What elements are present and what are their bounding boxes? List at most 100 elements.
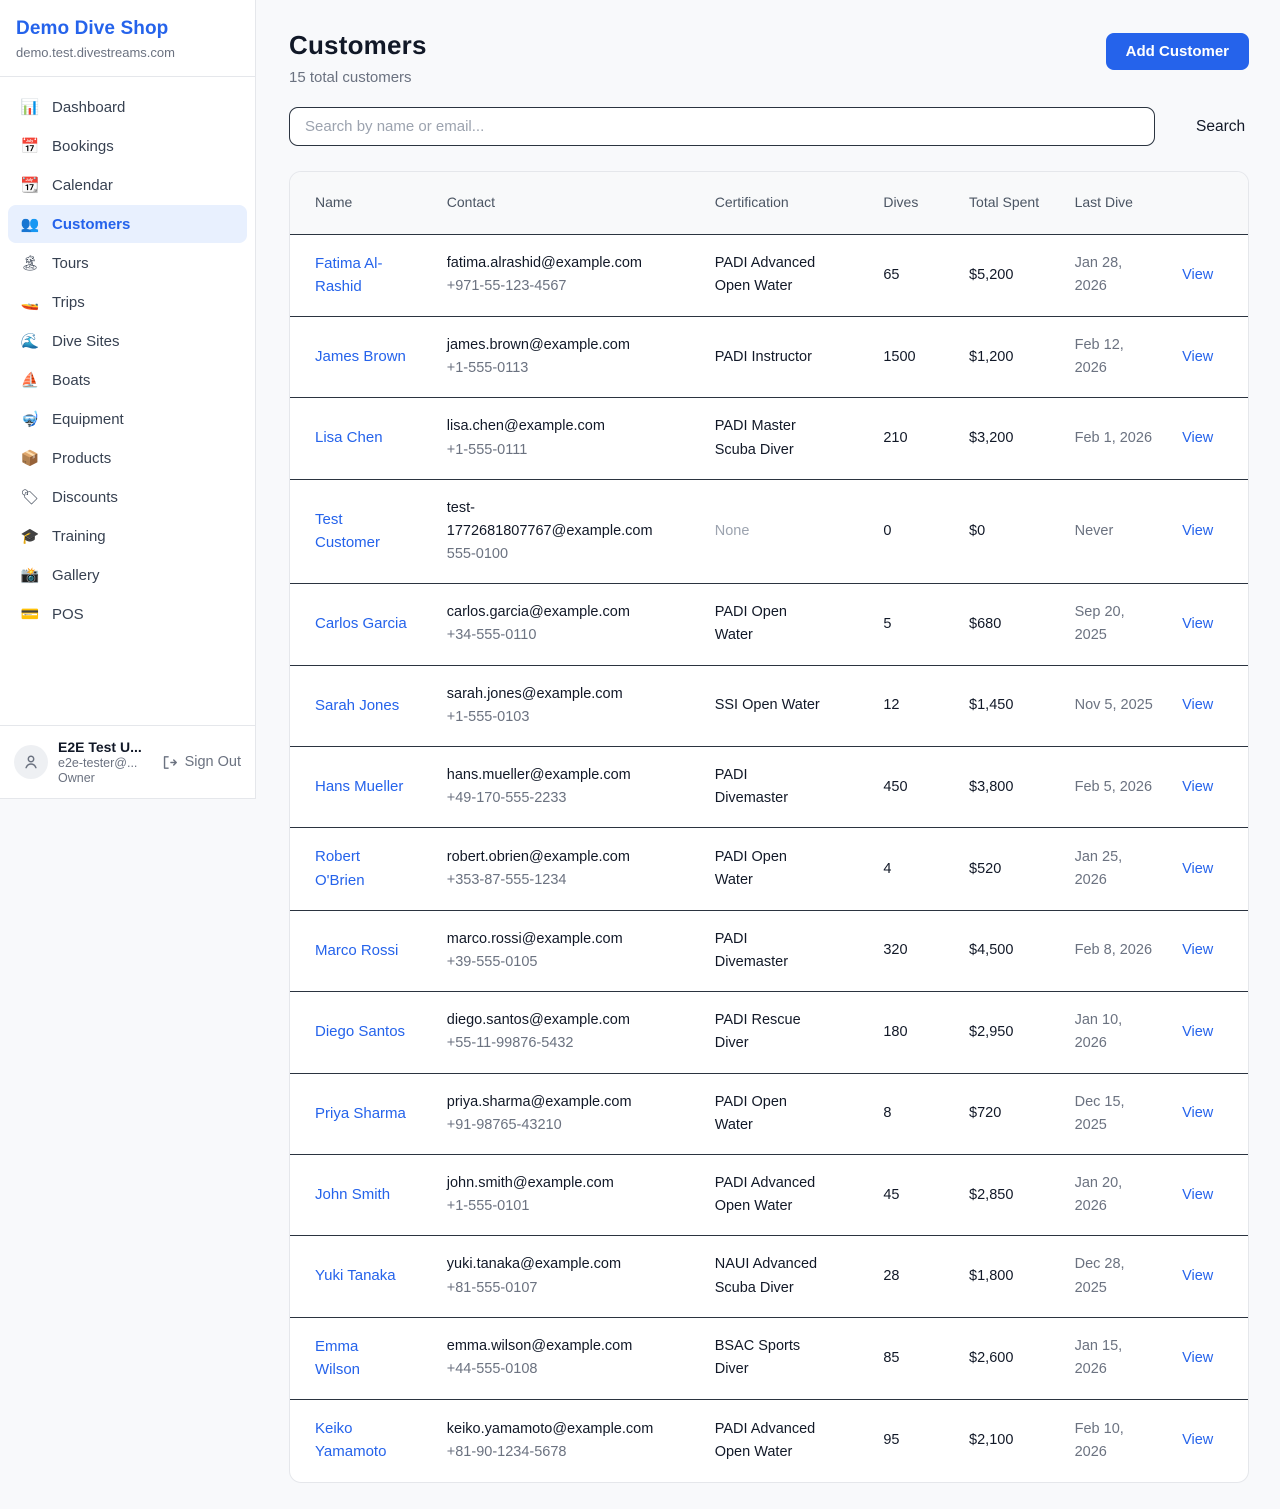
- customer-last-dive: Jan 10, 2026: [1074, 1012, 1123, 1052]
- sidebar-item-tours[interactable]: 🏝 Tours: [20, 254, 89, 273]
- column-header-actions: [1170, 172, 1248, 235]
- island-icon: 🏝: [20, 255, 40, 272]
- sidebar-item-products[interactable]: 📦 Products: [20, 449, 112, 468]
- sidebar-item-pos[interactable]: 💳 POS: [20, 605, 84, 624]
- customer-dives: 5: [883, 615, 892, 632]
- customer-name-link[interactable]: Fatima Al-Rashid: [315, 254, 383, 295]
- view-link[interactable]: View: [1182, 266, 1214, 283]
- customer-name-link[interactable]: Keiko Yamamoto: [315, 1420, 387, 1461]
- view-link[interactable]: View: [1182, 429, 1214, 446]
- person-icon: [25, 755, 37, 769]
- customer-total-spent: $1,800: [969, 1267, 1014, 1284]
- calendar-date-icon: 📅: [20, 138, 40, 155]
- sidebar-item-dive-sites[interactable]: 🌊 Dive Sites: [20, 332, 120, 351]
- customer-email: yuki.tanaka@example.com: [446, 1256, 622, 1273]
- diving-mask-icon: 🤿: [20, 411, 40, 428]
- view-link[interactable]: View: [1182, 1349, 1214, 1366]
- sidebar-item-gallery[interactable]: 📸 Gallery: [20, 566, 100, 585]
- customer-certification: PADI Divemaster: [714, 930, 789, 970]
- customer-name-link[interactable]: Yuki Tanaka: [315, 1267, 396, 1285]
- customer-total-spent: $2,850: [969, 1186, 1014, 1203]
- view-link[interactable]: View: [1182, 778, 1214, 795]
- customer-total-spent: $2,950: [969, 1023, 1014, 1040]
- user-box: E2E Test U... e2e-tester@... Owner Sign …: [0, 725, 255, 798]
- table-row: James Brown james.brown@example.com +1-5…: [290, 316, 1248, 399]
- customer-last-dive: Jan 20, 2026: [1074, 1174, 1123, 1215]
- add-customer-button[interactable]: Add Customer: [1105, 33, 1249, 70]
- column-header-contact: Contact: [434, 172, 703, 235]
- view-link[interactable]: View: [1182, 942, 1214, 959]
- customer-phone: +353-87-555-1234: [446, 872, 567, 889]
- sidebar-item-customers[interactable]: 👥 Customers: [8, 205, 247, 243]
- customer-name-link[interactable]: Hans Mueller: [315, 778, 404, 796]
- view-link[interactable]: View: [1182, 615, 1214, 632]
- page-title: Customers: [289, 30, 427, 60]
- customer-name-link[interactable]: Diego Santos: [315, 1023, 406, 1041]
- customer-email: john.smith@example.com: [446, 1174, 614, 1191]
- customer-dives: 450: [883, 778, 908, 795]
- view-link[interactable]: View: [1182, 1105, 1214, 1122]
- customer-email: sarah.jones@example.com: [446, 685, 623, 702]
- speedboat-icon: 🚤: [20, 294, 40, 311]
- customer-count: 15 total customers: [289, 69, 412, 86]
- sidebar-item-discounts[interactable]: 🏷 Discounts: [20, 488, 118, 507]
- customer-last-dive: Jan 28, 2026: [1074, 255, 1123, 295]
- customers-table: Name Contact Certification Dives Total S…: [290, 172, 1248, 1482]
- sidebar-item-bookings[interactable]: 📅 Bookings: [20, 137, 114, 156]
- customer-name-link[interactable]: John Smith: [315, 1186, 391, 1204]
- customer-name-link[interactable]: Priya Sharma: [315, 1104, 406, 1122]
- customer-phone: +34-555-0110: [446, 627, 537, 644]
- camera-icon: 📸: [20, 567, 40, 584]
- sidebar-item-training[interactable]: 🎓 Training: [20, 527, 106, 546]
- sidebar-item-boats[interactable]: ⛵ Boats: [20, 371, 91, 390]
- search-input[interactable]: [289, 107, 1155, 146]
- user-role: Owner: [58, 771, 95, 785]
- customer-name-link[interactable]: Robert O'Brien: [315, 848, 365, 889]
- sidebar-item-equipment[interactable]: 🤿 Equipment: [20, 410, 124, 429]
- sidebar-header: Demo Dive Shop demo.test.divestreams.com: [0, 0, 255, 77]
- customer-total-spent: $720: [969, 1105, 1002, 1122]
- customer-phone: +81-555-0107: [446, 1279, 538, 1296]
- customer-name-link[interactable]: Test Customer: [315, 510, 381, 551]
- customer-name-link[interactable]: Sarah Jones: [315, 696, 400, 714]
- view-link[interactable]: View: [1182, 348, 1214, 365]
- customer-total-spent: $2,600: [969, 1349, 1014, 1366]
- customer-dives: 85: [883, 1349, 900, 1366]
- customer-name-link[interactable]: Lisa Chen: [315, 429, 383, 447]
- customer-last-dive: Feb 8, 2026: [1074, 942, 1153, 959]
- package-icon: 📦: [20, 450, 40, 467]
- customer-certification: NAUI Advanced Scuba Diver: [714, 1256, 818, 1296]
- sign-out-button[interactable]: Sign Out: [161, 754, 241, 771]
- customer-email: keiko.yamamoto@example.com: [446, 1420, 654, 1437]
- customer-dives: 320: [883, 942, 908, 959]
- customer-name-link[interactable]: Emma Wilson: [315, 1337, 361, 1378]
- avatar: [14, 745, 48, 779]
- sign-out-icon: [163, 755, 177, 769]
- sidebar-item-trips[interactable]: 🚤 Trips: [20, 293, 85, 312]
- customer-total-spent: $0: [969, 522, 986, 539]
- view-link[interactable]: View: [1182, 1267, 1214, 1284]
- table-header: Name Contact Certification Dives Total S…: [290, 172, 1248, 235]
- customer-email: james.brown@example.com: [446, 336, 630, 353]
- view-link[interactable]: View: [1182, 1186, 1214, 1203]
- main-content: Customers 15 total customers Add Custome…: [256, 0, 1280, 1509]
- sidebar-item-calendar[interactable]: 📆 Calendar: [20, 176, 113, 195]
- search-button[interactable]: Search: [1186, 110, 1255, 144]
- customer-email: priya.sharma@example.com: [446, 1093, 632, 1110]
- customer-certification: PADI Advanced Open Water: [714, 255, 816, 295]
- view-link[interactable]: View: [1182, 860, 1214, 877]
- customer-certification: SSI Open Water: [714, 697, 820, 714]
- view-link[interactable]: View: [1182, 1432, 1214, 1449]
- view-link[interactable]: View: [1182, 1023, 1214, 1040]
- table-row: John Smith john.smith@example.com +1-555…: [290, 1154, 1248, 1237]
- customer-name-link[interactable]: James Brown: [315, 348, 406, 366]
- customer-name-link[interactable]: Marco Rossi: [315, 941, 399, 959]
- customer-total-spent: $520: [969, 860, 1002, 877]
- customer-name-link[interactable]: Carlos Garcia: [315, 615, 407, 633]
- view-link[interactable]: View: [1182, 522, 1214, 539]
- view-link[interactable]: View: [1182, 697, 1214, 714]
- table-row: Hans Mueller hans.mueller@example.com +4…: [290, 746, 1248, 829]
- customer-total-spent: $680: [969, 615, 1002, 632]
- sidebar-item-dashboard[interactable]: 📊 Dashboard: [20, 98, 126, 117]
- customer-phone: +55-11-99876-5432: [446, 1035, 574, 1052]
